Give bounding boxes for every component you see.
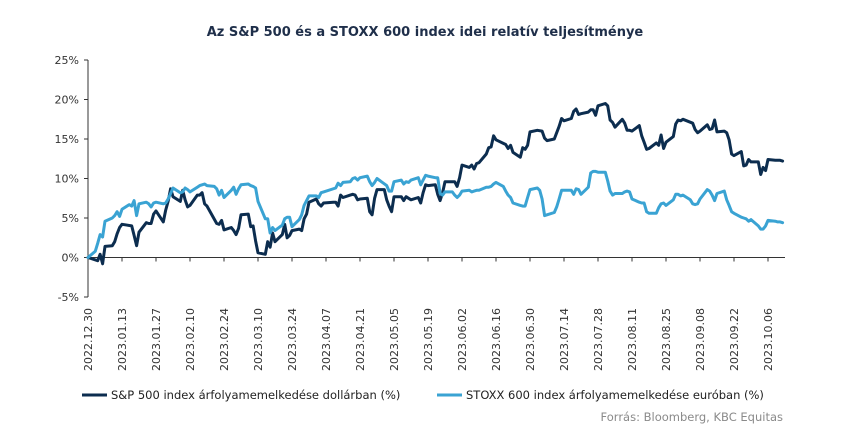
legend-label-stoxx600: STOXX 600 index árfolyamemelkedése eurób…	[466, 388, 764, 402]
x-tick-label: 2022.12.30	[82, 308, 95, 371]
legend: S&P 500 index árfolyamemelkedése dollárb…	[82, 388, 764, 402]
x-tick-label: 2023.02.10	[184, 308, 197, 371]
x-tick-label: 2023.08.25	[660, 308, 673, 371]
x-tick-label: 2023.04.21	[354, 308, 367, 371]
x-tick-label: 2023.03.10	[252, 308, 265, 371]
y-tick-label: 20%	[55, 94, 79, 107]
y-tick-label: 25%	[55, 54, 79, 67]
x-tick-label: 2023.08.11	[626, 308, 639, 371]
x-tick-label: 2023.06.30	[524, 308, 537, 371]
x-tick-label: 2023.10.06	[762, 308, 775, 371]
x-tick-label: 2023.07.28	[592, 308, 605, 371]
stoxx600-line	[86, 169, 785, 259]
x-tick-label: 2023.04.07	[320, 308, 333, 371]
y-tick-label: 15%	[55, 133, 79, 146]
y-tick-label: 5%	[62, 212, 79, 225]
x-tick-label: 2023.09.08	[694, 308, 707, 371]
plot-area: -5% 0% 5% 10% 15% 20% 25% 2022.12.30 2023.01.13 2…	[55, 54, 785, 371]
y-tick-label: 0%	[62, 252, 79, 265]
x-tick-label: 2023.03.24	[286, 308, 299, 371]
x-tick-label: 2023.01.27	[150, 308, 163, 371]
x-tick-label: 2023.05.05	[388, 308, 401, 371]
x-tick-label: 2023.06.16	[490, 308, 503, 371]
x-tick-label: 2023.09.22	[728, 308, 741, 371]
x-tick-label: 2023.05.19	[422, 308, 435, 371]
x-tick-label: 2023.06.02	[456, 308, 469, 371]
x-tick-label: 2023.01.13	[116, 308, 129, 371]
x-tick-label: 2023.07.14	[558, 308, 571, 371]
chart-title: Az S&P 500 és a STOXX 600 index idei rel…	[207, 25, 644, 40]
y-tick-label: 10%	[55, 173, 79, 186]
sp500-line	[86, 102, 785, 266]
legend-label-sp500: S&P 500 index árfolyamemelkedése dollárb…	[111, 388, 400, 402]
y-tick-label: -5%	[58, 291, 79, 304]
x-tick-label: 2023.02.24	[218, 308, 231, 371]
source-note: Forrás: Bloomberg, KBC Equitas	[601, 410, 783, 424]
